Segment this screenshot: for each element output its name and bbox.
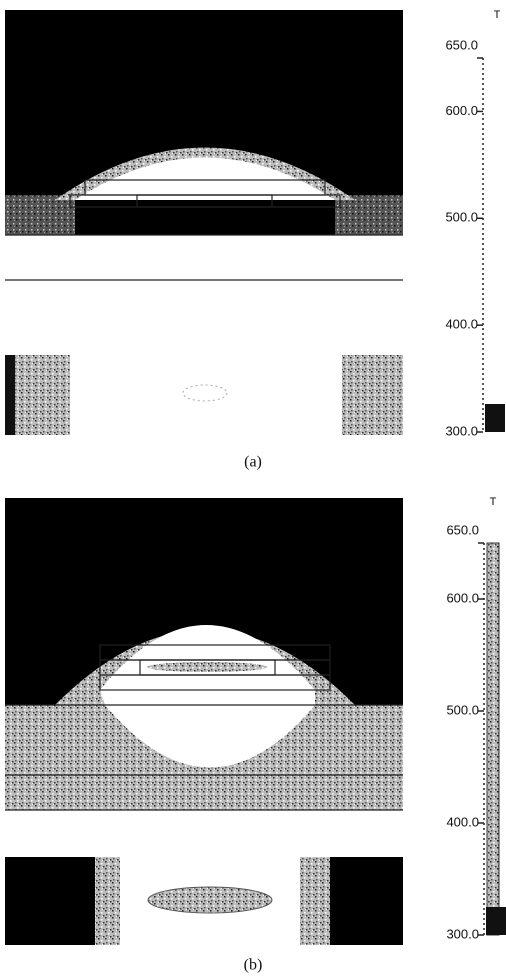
temperature-field-b — [5, 498, 403, 945]
colorbar-tick-label: 400.0 — [445, 317, 478, 332]
colorbar-tick-label: 600.0 — [446, 590, 479, 605]
colorbar-tick-label: 650.0 — [446, 522, 479, 537]
colorbar-tick-label: 300.0 — [445, 423, 478, 438]
temperature-field-a — [5, 10, 403, 435]
colorbar-tick-label: 650.0 — [445, 37, 478, 52]
colorbar-title: T — [490, 496, 497, 508]
colorbar-low-band — [486, 907, 506, 935]
colorbar-strip — [487, 543, 499, 935]
figure: (a) T 300.0 400.0 500.0 600.0 650.0 (b) T 300.0 40… — [0, 0, 506, 980]
colorbar-tick-label: 400.0 — [446, 814, 479, 829]
colorbar-tick-label: 500.0 — [445, 210, 478, 225]
panel-caption: (b) — [244, 957, 263, 974]
colorbar-tick-label: 500.0 — [446, 702, 479, 717]
colorbar-tick-label: 600.0 — [445, 103, 478, 118]
panel-caption: (a) — [244, 454, 262, 471]
colorbar-title: T — [494, 9, 501, 21]
colorbar-low-band — [485, 404, 505, 432]
colorbar-tick-label: 300.0 — [446, 926, 479, 941]
